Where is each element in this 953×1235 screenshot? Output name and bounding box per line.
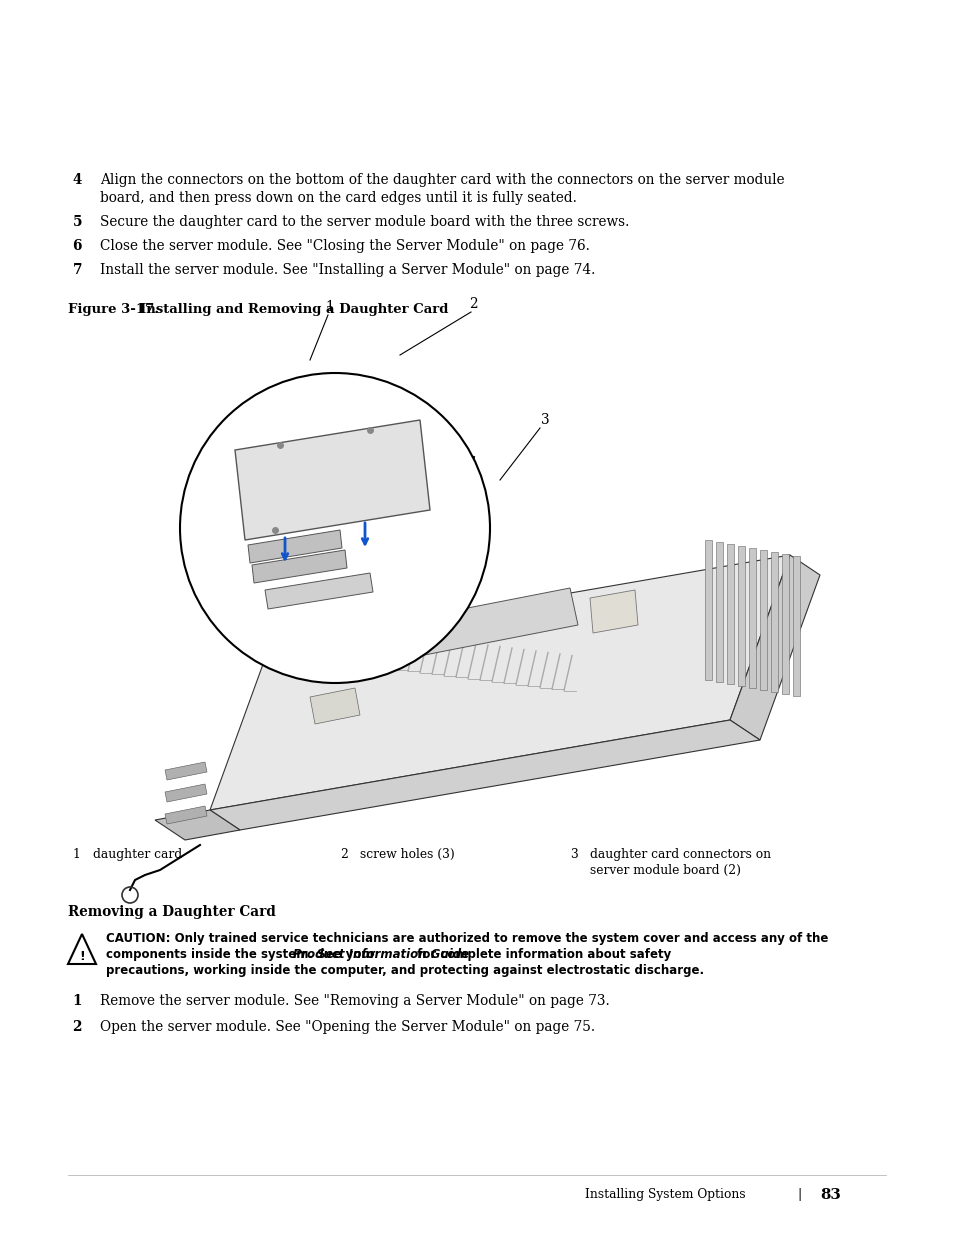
Text: 2: 2 [339,848,348,861]
Text: 83: 83 [820,1188,840,1202]
Polygon shape [210,555,789,810]
Text: 7: 7 [72,263,82,277]
Text: 2: 2 [468,296,476,311]
Polygon shape [68,934,96,965]
Polygon shape [781,555,788,694]
Text: 5: 5 [72,215,82,228]
Text: server module board (2): server module board (2) [589,864,740,877]
Polygon shape [234,420,430,540]
Text: 3: 3 [540,412,549,427]
Text: 3: 3 [569,848,578,861]
Polygon shape [760,550,766,690]
Polygon shape [210,720,760,830]
Text: 6: 6 [72,240,82,253]
Text: screw holes (3): screw holes (3) [359,848,455,861]
Text: Figure 3-17.: Figure 3-17. [68,303,159,316]
Text: Install the server module. See "Installing a Server Module" on page 74.: Install the server module. See "Installi… [100,263,595,277]
Polygon shape [738,546,744,685]
Circle shape [180,373,490,683]
Text: Close the server module. See "Closing the Server Module" on page 76.: Close the server module. See "Closing th… [100,240,589,253]
Text: daughter card: daughter card [92,848,182,861]
Text: 1: 1 [73,848,81,861]
Polygon shape [355,588,578,667]
Polygon shape [310,688,359,724]
Polygon shape [248,530,341,563]
Text: 1: 1 [72,994,82,1008]
Text: board, and then press down on the card edges until it is fully seated.: board, and then press down on the card e… [100,191,577,205]
Polygon shape [154,810,240,840]
Text: Installing and Removing a Daughter Card: Installing and Removing a Daughter Card [140,303,448,316]
Text: precautions, working inside the computer, and protecting against electrostatic d: precautions, working inside the computer… [106,965,703,977]
Polygon shape [792,556,800,697]
Text: for complete information about safety: for complete information about safety [413,948,671,961]
Text: Align the connectors on the bottom of the daughter card with the connectors on t: Align the connectors on the bottom of th… [100,173,783,186]
Text: 1: 1 [325,300,334,314]
Text: Secure the daughter card to the server module board with the three screws.: Secure the daughter card to the server m… [100,215,629,228]
Text: CAUTION: Only trained service technicians are authorized to remove the system co: CAUTION: Only trained service technician… [106,932,827,945]
Text: Remove the server module. See "Removing a Server Module" on page 73.: Remove the server module. See "Removing … [100,994,609,1008]
Polygon shape [165,784,207,802]
Polygon shape [165,762,207,781]
Text: components inside the system. See your: components inside the system. See your [106,948,379,961]
Text: daughter card connectors on: daughter card connectors on [589,848,770,861]
Text: Product Information Guide: Product Information Guide [293,948,469,961]
Text: Removing a Daughter Card: Removing a Daughter Card [68,905,275,919]
Text: !: ! [79,951,85,963]
Text: Installing System Options: Installing System Options [584,1188,745,1200]
Polygon shape [252,550,347,583]
Polygon shape [589,590,638,634]
Text: 2: 2 [72,1020,82,1034]
Text: Open the server module. See "Opening the Server Module" on page 75.: Open the server module. See "Opening the… [100,1020,595,1034]
Polygon shape [165,806,207,824]
Text: |: | [797,1188,801,1200]
Text: 4: 4 [72,173,82,186]
Polygon shape [770,552,778,692]
Polygon shape [726,543,733,684]
Polygon shape [265,573,373,609]
Polygon shape [748,548,755,688]
Polygon shape [704,540,711,680]
Polygon shape [716,542,722,682]
Polygon shape [729,555,820,740]
